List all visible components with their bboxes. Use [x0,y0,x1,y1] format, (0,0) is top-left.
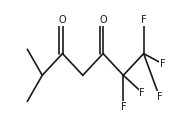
Text: O: O [59,15,66,25]
Text: F: F [157,92,162,102]
Text: F: F [139,88,145,98]
Text: O: O [99,15,107,25]
Text: F: F [141,15,146,25]
Text: F: F [121,102,126,112]
Text: F: F [160,59,165,69]
